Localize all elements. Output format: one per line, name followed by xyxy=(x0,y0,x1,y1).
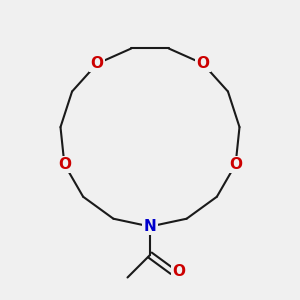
Text: O: O xyxy=(91,56,103,71)
Text: N: N xyxy=(144,219,156,234)
Text: O: O xyxy=(229,157,242,172)
Text: O: O xyxy=(196,56,209,71)
Text: O: O xyxy=(172,264,186,279)
Text: O: O xyxy=(58,157,71,172)
